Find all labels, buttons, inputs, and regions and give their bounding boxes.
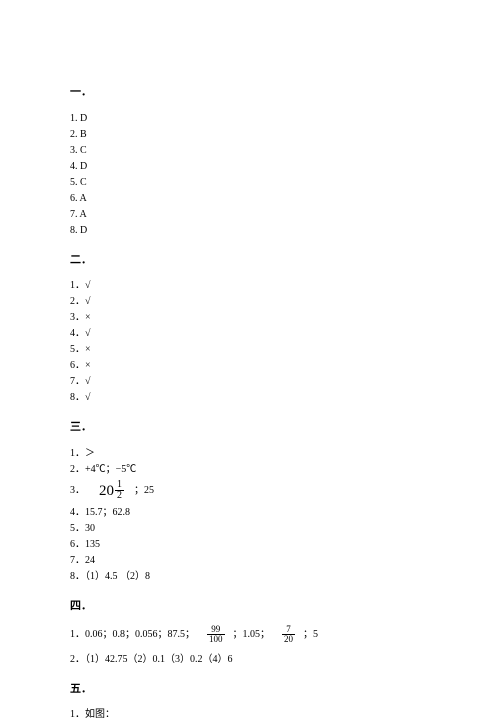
- s3-item-1: 1．＞: [70, 446, 430, 461]
- s1-item: 2. B: [70, 127, 430, 142]
- s1-item: 4. D: [70, 159, 430, 174]
- s1-item: 7. A: [70, 207, 430, 222]
- s1-item: 3. C: [70, 143, 430, 158]
- section-2-title: 二．: [70, 252, 430, 269]
- s2-item: 4．√: [70, 326, 430, 341]
- s3-item-8: 8．（1）4.5 （2）8: [70, 569, 430, 584]
- section-5-title: 五．: [70, 681, 430, 698]
- s1-item: 5. C: [70, 175, 430, 190]
- s3-item-6: 6．135: [70, 537, 430, 552]
- s4-r1-f2-den: 20: [282, 635, 295, 644]
- section-1-title: 一．: [70, 84, 430, 101]
- s4-r1-f1-den: 100: [207, 635, 225, 644]
- s3-item-3: 3． 20 1 2 ；25: [70, 480, 430, 503]
- s2-item: 8．√: [70, 390, 430, 405]
- s1-item: 8. D: [70, 223, 430, 238]
- s4-r1-frac1: 99 100: [207, 625, 225, 644]
- s3-i3-den: 2: [115, 491, 124, 501]
- s4-item-1: 1．0.06；0.8；0.056；87.5； 99 100 ；1.05； 7 2…: [70, 625, 430, 644]
- s3-item-2: 2．+4℃；−5℃: [70, 462, 430, 477]
- s2-item: 1．√: [70, 278, 430, 293]
- s2-item: 6．×: [70, 358, 430, 373]
- s4-item-2: 2．（1）42.75（2）0.1（3）0.2（4）6: [70, 652, 430, 667]
- s4-r1-frac2: 7 20: [282, 625, 295, 644]
- s3-item-4: 4．15.7；62.8: [70, 505, 430, 520]
- s3-i3-mixed: 20 1 2: [99, 480, 124, 503]
- s4-r1-f1-num: 99: [207, 625, 225, 635]
- s4-r1-c: ；5: [303, 627, 318, 642]
- s3-i3-label: 3．: [70, 483, 85, 498]
- s1-item: 6. A: [70, 191, 430, 206]
- s3-item-5: 5．30: [70, 521, 430, 536]
- section-3-title: 三．: [70, 419, 430, 436]
- s4-r1-f2-num: 7: [282, 625, 295, 635]
- s3-i3-frac: 1 2: [115, 480, 124, 501]
- s3-i3-tail: ；25: [134, 483, 154, 498]
- s4-r1-a: 1．0.06；0.8；0.056；87.5；: [70, 627, 195, 642]
- s2-item: 3．×: [70, 310, 430, 325]
- s2-item: 7．√: [70, 374, 430, 389]
- s2-item: 2．√: [70, 294, 430, 309]
- s1-item: 1. D: [70, 111, 430, 126]
- section-4-title: 四．: [70, 598, 430, 615]
- s3-i3-whole: 20: [99, 480, 114, 503]
- s5-item-1: 1．如图：: [70, 707, 430, 722]
- s2-item: 5．×: [70, 342, 430, 357]
- s3-item-7: 7．24: [70, 553, 430, 568]
- s4-r1-b: ；1.05；: [233, 627, 271, 642]
